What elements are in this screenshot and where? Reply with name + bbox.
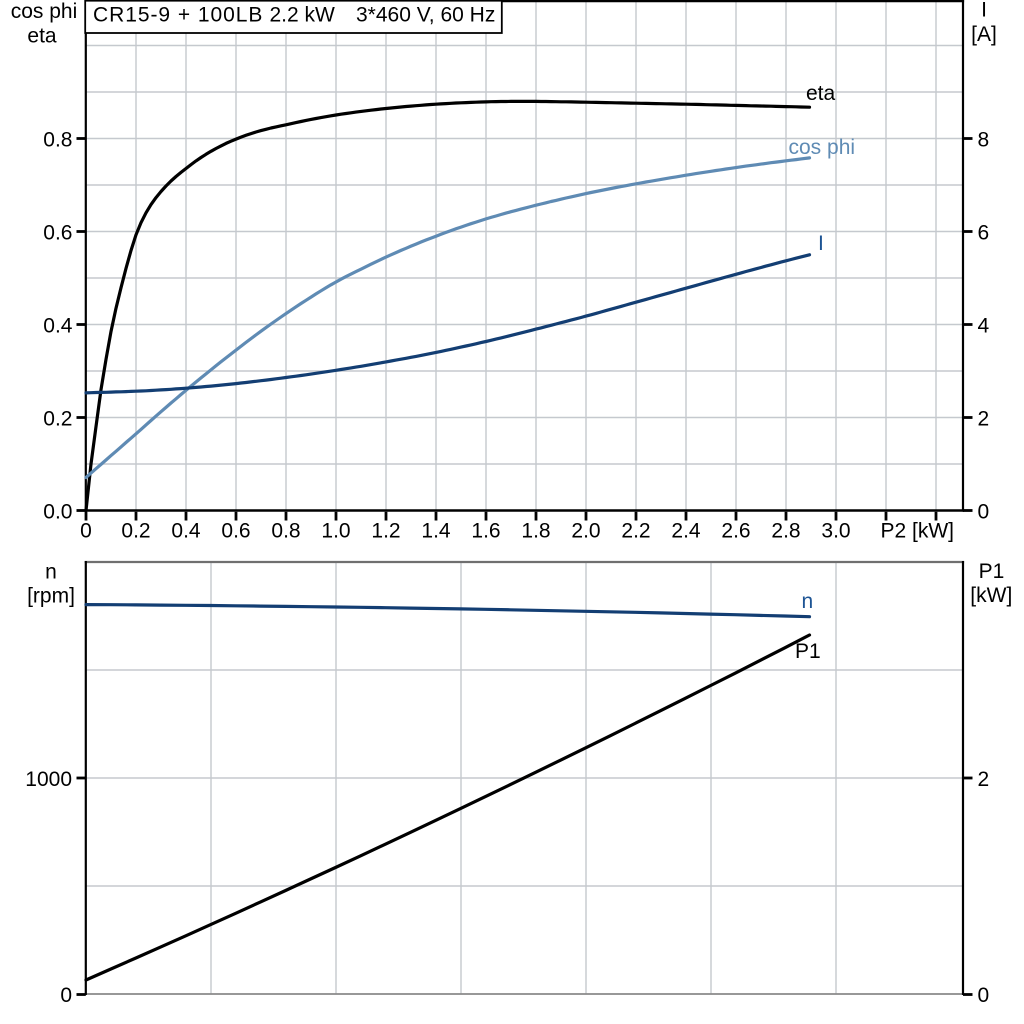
svg-text:2.2: 2.2 [621,520,650,543]
svg-text:2: 2 [978,408,990,431]
svg-text:0: 0 [60,984,72,1007]
svg-text:[A]: [A] [971,23,997,46]
svg-text:[rpm]: [rpm] [27,585,75,608]
svg-text:0.0: 0.0 [43,501,72,524]
svg-text:4: 4 [978,315,990,338]
svg-text:2.0: 2.0 [571,520,600,543]
svg-text:0: 0 [978,501,990,524]
svg-text:0.2: 0.2 [43,408,72,431]
svg-text:CR15-9 + 100LB: CR15-9 + 100LB [93,4,263,27]
svg-text:eta: eta [806,82,836,105]
svg-text:0: 0 [978,984,990,1007]
svg-text:cos phi: cos phi [11,0,78,23]
svg-text:0.6: 0.6 [221,520,250,543]
svg-text:0.2: 0.2 [121,520,150,543]
svg-text:2.2 kW: 2.2 kW [270,4,336,27]
svg-text:1.4: 1.4 [421,520,451,543]
svg-text:2.4: 2.4 [671,520,701,543]
svg-text:1.8: 1.8 [521,520,550,543]
svg-text:3.0: 3.0 [821,520,850,543]
svg-text:eta: eta [27,25,57,48]
svg-text:1.6: 1.6 [471,520,500,543]
svg-text:P1: P1 [979,560,1005,583]
svg-text:0.8: 0.8 [43,129,72,152]
svg-text:2.8: 2.8 [771,520,800,543]
svg-text:[kW]: [kW] [970,584,1012,607]
svg-text:n: n [45,561,57,584]
svg-text:2.6: 2.6 [721,520,750,543]
svg-text:n: n [802,590,814,613]
svg-text:6: 6 [978,222,990,245]
svg-text:cos phi: cos phi [789,136,856,159]
svg-text:P2 [kW]: P2 [kW] [881,520,955,543]
svg-text:1.0: 1.0 [321,520,350,543]
svg-text:2: 2 [978,768,990,791]
svg-text:1.2: 1.2 [371,520,400,543]
svg-text:P1: P1 [795,640,821,663]
svg-text:1000: 1000 [25,768,72,791]
svg-text:0.4: 0.4 [171,520,201,543]
svg-text:0: 0 [80,520,92,543]
svg-text:3*460 V, 60 Hz: 3*460 V, 60 Hz [356,4,495,27]
svg-text:8: 8 [978,129,990,152]
svg-text:I: I [818,232,824,255]
svg-text:0.8: 0.8 [271,520,300,543]
svg-text:0.6: 0.6 [43,222,72,245]
svg-text:I: I [981,0,987,22]
svg-text:0.4: 0.4 [43,315,73,338]
